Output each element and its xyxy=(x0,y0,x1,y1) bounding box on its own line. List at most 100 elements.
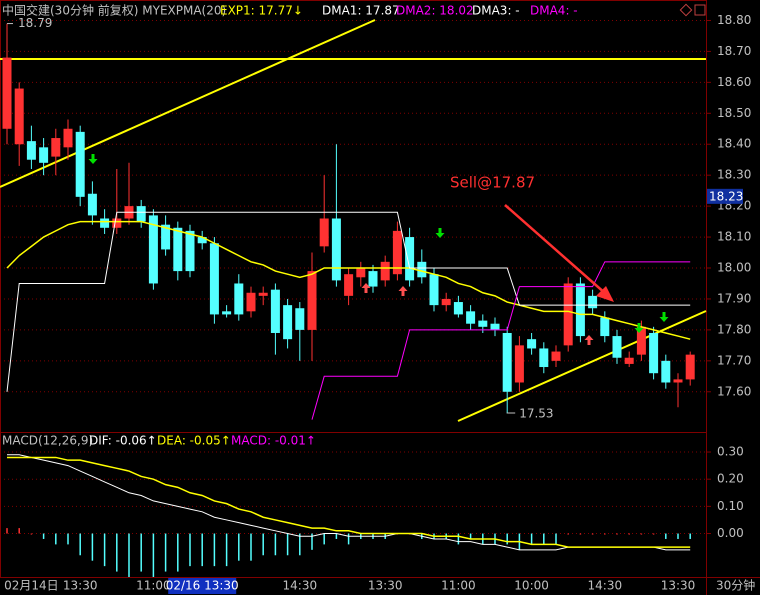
candle-body xyxy=(26,141,36,160)
x-tick-label: 13:30 xyxy=(661,579,696,593)
candle-body xyxy=(441,298,451,306)
macd-bar xyxy=(140,533,142,572)
legend-entry: DMA3: - xyxy=(472,4,520,18)
macd-bar xyxy=(238,533,240,561)
macd-bar xyxy=(201,533,203,567)
candle-body xyxy=(624,357,634,364)
candle-body xyxy=(185,230,195,272)
y-tick-label: 17.60 xyxy=(717,384,751,398)
candle-body xyxy=(612,336,622,358)
x-tick-label: 14:30 xyxy=(588,579,623,593)
candle-body xyxy=(539,348,549,368)
y-tick-label: 18.50 xyxy=(717,106,751,120)
x-tick-label: 02/16 13:30 xyxy=(166,579,239,593)
candle-body xyxy=(392,230,402,275)
y-tick-label: 18.00 xyxy=(717,261,751,275)
macd-bar xyxy=(128,533,130,577)
macd-bar xyxy=(665,533,667,539)
macd-bar xyxy=(67,533,69,545)
macd-bar xyxy=(30,533,33,535)
candle-body xyxy=(331,218,341,281)
macd-bar xyxy=(652,533,655,535)
candle-body xyxy=(368,271,378,287)
line xyxy=(311,261,691,420)
macd-bar xyxy=(262,533,264,556)
candle-body xyxy=(514,345,524,383)
candle-body xyxy=(136,206,146,222)
y-tick-label: 17.70 xyxy=(717,353,751,367)
candle-body xyxy=(344,274,354,296)
legend-entry: DMA2: 18.02 xyxy=(396,4,474,18)
candle-body xyxy=(453,302,463,315)
x-tick-label: 13:30 xyxy=(63,579,98,593)
macd-bar xyxy=(177,533,179,572)
signal-arrows xyxy=(88,154,669,345)
candle-body xyxy=(356,268,366,278)
cursor-date-box xyxy=(168,578,237,594)
chart-title: 中国交建(30分钟 前复权) MYEXPMA(20) xyxy=(2,3,226,18)
macd-bar xyxy=(347,533,350,545)
plot xyxy=(2,23,695,577)
legend-entry: DMA4: - xyxy=(530,4,578,18)
y-tick-label: 18.60 xyxy=(717,75,751,89)
x-tick-label: 14:30 xyxy=(283,579,318,593)
candle-body xyxy=(87,193,97,216)
candle-body xyxy=(234,283,244,315)
macd-bar xyxy=(250,533,252,561)
macd-bar xyxy=(335,533,338,539)
macd-bar xyxy=(555,533,557,545)
candle-body xyxy=(209,243,219,315)
low-label: 17.53 xyxy=(519,407,553,421)
line xyxy=(6,211,691,392)
y-tick-label: 18.70 xyxy=(717,44,751,58)
icon[interactable] xyxy=(679,3,693,17)
y-tick-label: 18.30 xyxy=(717,168,751,182)
macd-bar xyxy=(677,533,679,539)
candle-body xyxy=(685,354,695,380)
candle-body xyxy=(246,292,256,312)
y-tick-label: 18.10 xyxy=(717,230,751,244)
candle-body xyxy=(51,138,61,157)
macd-bar xyxy=(103,533,106,567)
y-tick-label: 0.10 xyxy=(717,499,744,513)
candle-body xyxy=(222,311,232,315)
legend-entry: DMA1: 17.87 xyxy=(322,4,400,18)
candle-body xyxy=(307,271,317,330)
buy-signal xyxy=(584,335,594,345)
macd-bar xyxy=(457,533,460,545)
x-tick-label: 02月14日 xyxy=(4,579,59,593)
macd-bar xyxy=(42,533,45,539)
macd-bar xyxy=(91,533,94,561)
annotation-arrow xyxy=(504,204,607,295)
cursor-price: 18.23 xyxy=(709,189,743,203)
x-tick-label: 10:00 xyxy=(514,579,549,593)
candle-body xyxy=(478,320,488,327)
trend-line xyxy=(0,19,376,188)
candle-body xyxy=(148,215,158,284)
y-tick-label: 18.80 xyxy=(717,13,751,27)
macd-bar xyxy=(18,528,20,534)
macd-bar xyxy=(189,533,191,567)
macd-bar xyxy=(506,533,508,545)
legend-entry: EXP1: 17.77↓ xyxy=(220,4,303,18)
sell-annotation: Sell@17.87 xyxy=(450,174,614,302)
annotation-arrowhead xyxy=(596,286,614,302)
macd-bar xyxy=(579,533,582,535)
icon[interactable] xyxy=(694,4,706,16)
candle-body xyxy=(466,311,476,324)
candle-body xyxy=(295,308,305,330)
trend-lines xyxy=(0,19,707,422)
macd-bar xyxy=(274,533,277,556)
y-tick-label: 0.00 xyxy=(717,526,744,540)
candle-body xyxy=(502,332,512,392)
candle-body xyxy=(527,339,537,349)
buy-signal xyxy=(361,283,371,293)
candle-body xyxy=(661,360,671,383)
legend-entry: DEA: -0.05↑ xyxy=(157,434,231,448)
candle-body xyxy=(575,283,585,337)
candle-body xyxy=(100,218,110,228)
candle-body xyxy=(563,283,573,346)
macd-bar xyxy=(567,533,569,535)
annotation: Sell@17.87 xyxy=(450,174,535,192)
